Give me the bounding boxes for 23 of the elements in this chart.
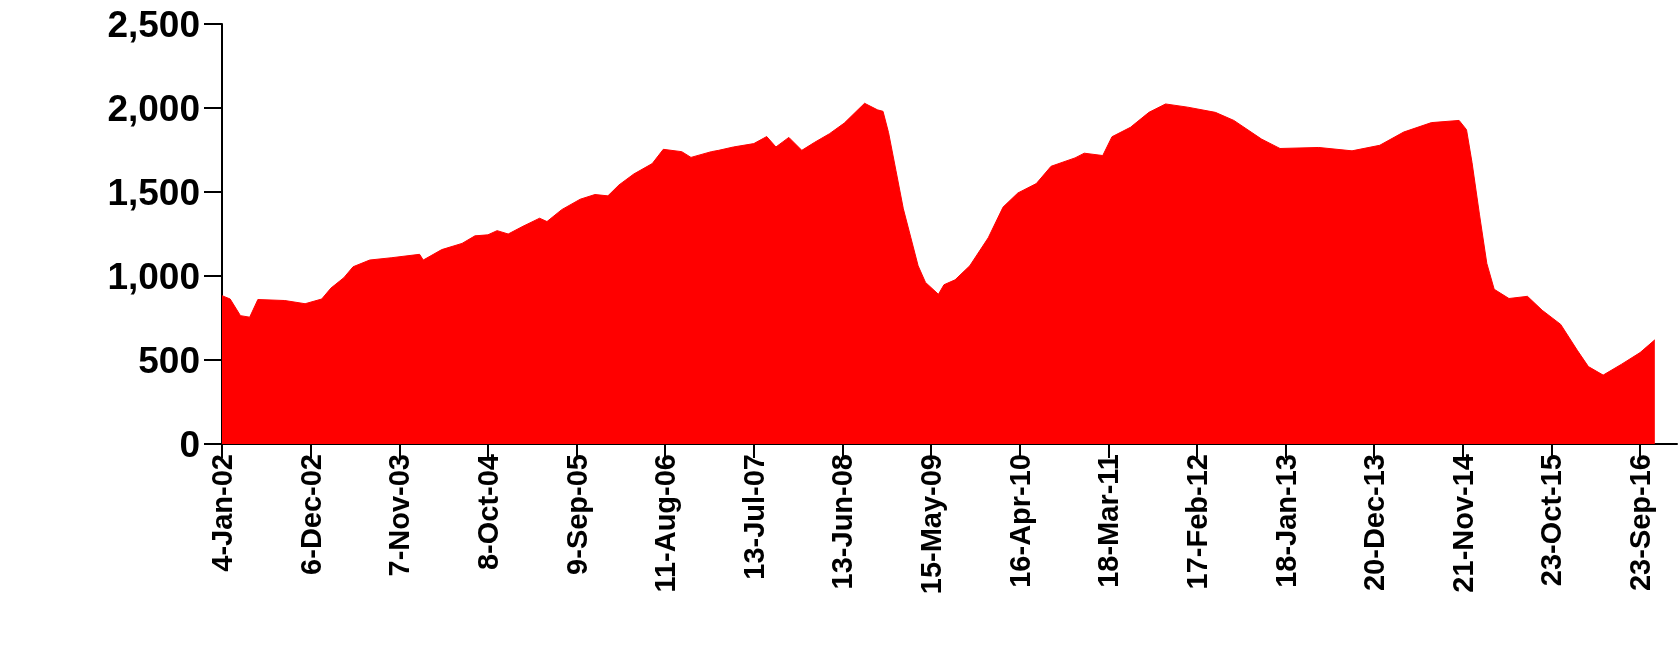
x-tick-label: 18-Mar-11 <box>1092 454 1125 588</box>
y-tick-label: 1,500 <box>107 171 200 213</box>
x-tick-label: 13-Jul-07 <box>737 454 770 580</box>
x-tick-label: 7-Nov-03 <box>383 454 416 577</box>
x-tick-label: 23-Sep-16 <box>1624 454 1657 592</box>
x-tick-label: 21-Nov-14 <box>1446 454 1479 593</box>
x-tick-label: 17-Feb-12 <box>1180 454 1213 590</box>
x-tick-label: 11-Aug-06 <box>649 454 682 593</box>
x-tick-label: 16-Apr-10 <box>1003 454 1036 588</box>
y-tick-label: 2,000 <box>107 87 200 129</box>
y-tick-label: 1,000 <box>107 255 200 297</box>
y-tick-label: 2,500 <box>107 3 200 45</box>
x-tick-label: 15-May-09 <box>915 454 948 595</box>
x-tick-label: 9-Sep-05 <box>560 454 593 575</box>
y-tick-label: 500 <box>138 339 200 381</box>
x-tick-label: 6-Dec-02 <box>294 454 327 575</box>
x-tick-label: 20-Dec-13 <box>1358 454 1391 592</box>
x-tick-label: 13-Jun-08 <box>826 454 859 590</box>
x-tick-label: 23-Oct-15 <box>1535 454 1568 587</box>
y-tick-label: 0 <box>179 423 200 465</box>
x-tick-label: 4-Jan-02 <box>206 454 238 572</box>
x-tick-label: 8-Oct-04 <box>471 454 504 571</box>
x-tick-label: 18-Jan-13 <box>1269 454 1302 588</box>
